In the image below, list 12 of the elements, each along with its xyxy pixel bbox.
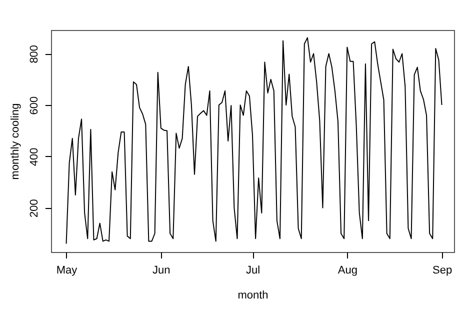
x-tick-label: Sep — [432, 264, 452, 276]
x-axis-title: month — [238, 290, 268, 302]
y-tick-label: 600 — [28, 96, 40, 115]
x-tick-label: Jun — [152, 264, 170, 276]
y-tick-label: 400 — [28, 148, 40, 166]
x-tick-label: Jul — [246, 264, 260, 276]
y-tick-label: 800 — [28, 44, 40, 64]
y-axis-title: monthly cooling — [10, 103, 22, 180]
y-tick-label: 200 — [28, 199, 40, 218]
x-tick-label: May — [56, 264, 78, 276]
x-tick-label: Aug — [338, 264, 358, 276]
line-series — [66, 37, 442, 244]
